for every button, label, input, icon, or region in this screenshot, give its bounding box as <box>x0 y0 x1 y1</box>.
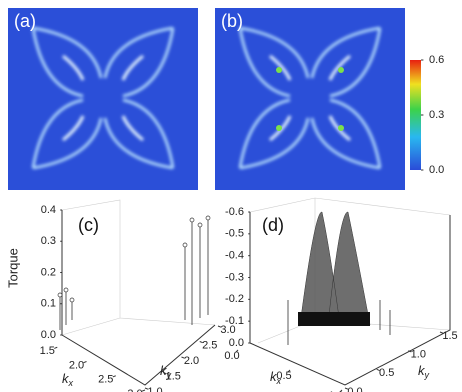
axis-label: ky <box>160 363 172 380</box>
tick-mark <box>181 356 185 359</box>
tick-mark <box>439 331 444 334</box>
heatmap-b: (b) <box>215 8 405 190</box>
tick-mark <box>217 325 222 328</box>
z-axis-label: Torque <box>5 248 20 288</box>
tick-mark <box>287 369 291 373</box>
panel-label: (b) <box>221 11 243 31</box>
axis-label: kx <box>270 369 282 386</box>
axis-label-sub: x <box>68 378 74 388</box>
tick-label: 0.2 <box>41 266 56 278</box>
tick-mark <box>144 387 149 390</box>
tick-label: 1.0 <box>328 390 343 392</box>
axis-label-base: k <box>270 369 278 384</box>
axis-label-base: k <box>160 363 168 378</box>
heatmap-a: (a) <box>8 8 198 190</box>
tick-label: -0.3 <box>225 271 244 283</box>
axis-label-sub: y <box>166 370 172 380</box>
tick-label: 1.0 <box>147 386 162 392</box>
tick-label: 2.5 <box>202 339 217 351</box>
tick-label: -0.5 <box>225 228 244 240</box>
tick-label: 0.1 <box>41 298 56 310</box>
panel-label: (a) <box>14 11 36 31</box>
tick-label: 1.5 <box>442 330 457 342</box>
tick-label: -0.4 <box>225 250 244 262</box>
tick-mark <box>163 372 167 375</box>
axis-label-sub: y <box>424 370 430 380</box>
tick-mark <box>83 361 87 364</box>
axis-label-base: k <box>418 363 426 378</box>
tick-label: 0.0 <box>347 386 362 392</box>
surface <box>299 211 371 326</box>
tick-label: 3.0 <box>220 324 235 336</box>
axis-label: kx <box>62 371 74 388</box>
tick-mark <box>235 349 239 353</box>
tick-label: 0.6 <box>429 54 444 66</box>
tick-label: -0.1 <box>225 315 244 327</box>
tick-label: 0.5 <box>379 367 394 379</box>
tick-label: 1.5 <box>40 345 55 357</box>
tick-label: -0.2 <box>225 293 244 305</box>
tick-label: 3.0 <box>127 388 142 392</box>
axis-label: ky <box>418 363 430 380</box>
tick-label: 0.4 <box>41 204 56 216</box>
tick-label: 0.0 <box>229 337 244 349</box>
tick-label: 0.0 <box>41 329 56 341</box>
tick-mark <box>344 387 349 390</box>
colorbar <box>410 60 421 170</box>
tick-label: 1.5 <box>166 370 181 382</box>
panel-d: (d) <box>249 197 451 386</box>
tick-mark <box>376 368 380 371</box>
tick-label: 0.5 <box>276 370 291 382</box>
tick-mark <box>408 350 412 353</box>
tick-label: -0.6 <box>225 206 244 218</box>
axis-label-base: k <box>62 371 70 386</box>
tick-mark <box>141 389 146 392</box>
tick-mark <box>112 375 116 378</box>
tick-mark <box>199 341 203 344</box>
tick-label: 0.0 <box>429 164 444 176</box>
tick-label: 0.0 <box>224 350 239 362</box>
tick-label: 1.0 <box>411 349 426 361</box>
tick-label: 2.0 <box>69 359 84 371</box>
tick-label: 0.3 <box>41 235 56 247</box>
tick-mark <box>54 346 58 349</box>
tick-label: 0.3 <box>429 109 444 121</box>
panel-label: (d) <box>262 215 284 235</box>
tick-label: 2.0 <box>184 355 199 367</box>
panel-label: (c) <box>78 215 99 235</box>
surface-base <box>298 312 370 326</box>
axis-label-sub: x <box>276 376 282 386</box>
tick-label: 2.5 <box>98 374 113 386</box>
